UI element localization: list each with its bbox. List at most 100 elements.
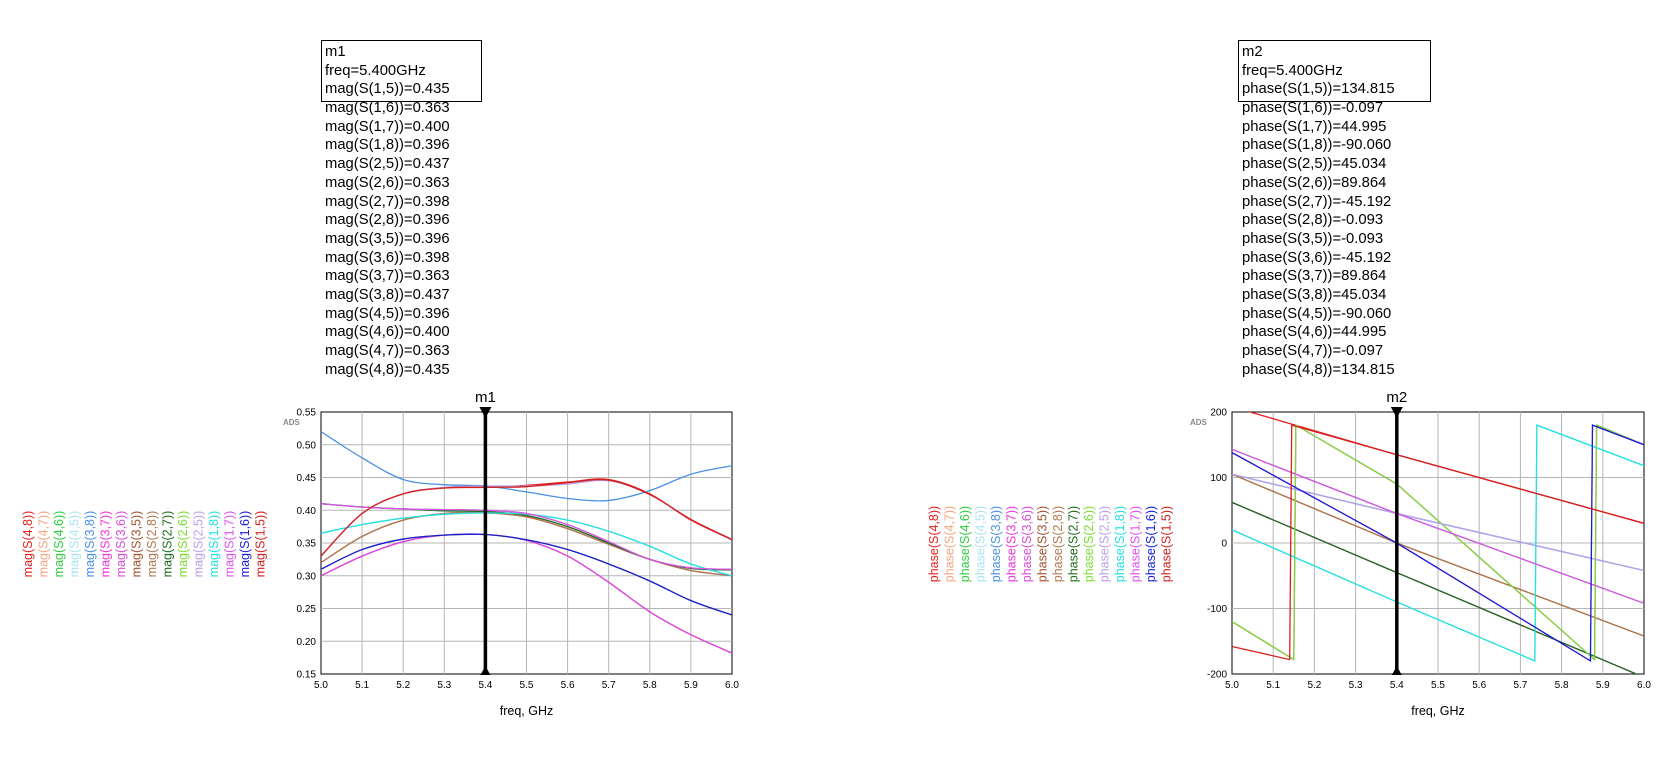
legend-entry: mag(S(1,6))	[238, 511, 252, 578]
x-tick-label: 5.1	[1266, 680, 1280, 691]
legend-entry: mag(S(3,5))	[130, 511, 144, 578]
legend-entry: phase(S(4,8))	[927, 506, 941, 582]
marker-readout-line: mag(S(2,5))=0.437	[325, 156, 450, 173]
x-tick-label: 5.1	[355, 680, 369, 691]
legend-entry: mag(S(2,6))	[176, 511, 190, 578]
ads-logo: ADS	[283, 418, 301, 427]
series-line[interactable]	[1232, 424, 1644, 662]
x-tick-label: 6.0	[1637, 680, 1651, 691]
legend-entry: phase(S(4,6))	[958, 506, 972, 582]
marker-readout-line: phase(S(1,7))=44.995	[1242, 118, 1387, 135]
legend-entry: phase(S(3,7))	[1005, 506, 1019, 582]
x-tick-label: 5.3	[1349, 680, 1363, 691]
x-tick-label: 5.2	[396, 680, 410, 691]
marker-readout-line: phase(S(2,8))=-0.093	[1242, 212, 1384, 229]
marker-name: m1	[325, 44, 346, 60]
legend-entry: phase(S(3,5))	[1036, 506, 1050, 582]
marker-readout-line: phase(S(1,5))=134.815	[1242, 81, 1395, 98]
marker-freq: freq=5.400GHz	[1242, 62, 1343, 79]
x-tick-label: 5.8	[643, 680, 657, 691]
legend-entry: mag(S(3,8))	[83, 511, 97, 578]
marker-readout-line: mag(S(1,6))=0.363	[325, 100, 450, 117]
marker-readout-line: phase(S(1,8))=-90.060	[1242, 137, 1392, 154]
marker-readout-line: mag(S(4,5))=0.396	[325, 305, 450, 322]
marker-readout-line: mag(S(2,6))=0.363	[325, 174, 450, 191]
y-tick-label: 0.40	[297, 506, 317, 517]
marker-top-triangle-icon[interactable]	[479, 407, 492, 418]
y-tick-label: 0.25	[297, 604, 317, 615]
series-line[interactable]	[1232, 424, 1644, 661]
x-tick-label: 5.3	[437, 680, 451, 691]
y-tick-label: 0.30	[297, 571, 317, 582]
marker-readout-line: phase(S(2,5))=45.034	[1242, 156, 1387, 173]
legend-entry: phase(S(2,5))	[1098, 506, 1112, 582]
x-tick-label: 5.6	[1472, 680, 1486, 691]
series-line[interactable]	[321, 503, 732, 570]
series-line[interactable]	[321, 431, 732, 502]
series-line[interactable]	[1232, 424, 1644, 663]
phase-plot: 5.0 5.1 5.2 5.3 5.4 5.5 5.6 5.7 5.8 5.9 6.0 -200 -10…	[927, 389, 1651, 718]
legend-entry: phase(S(3,6))	[1020, 506, 1034, 582]
legend-entry: mag(S(4,6))	[52, 511, 66, 578]
series-line[interactable]	[321, 478, 732, 557]
x-tick-label: 6.0	[725, 680, 739, 691]
marker-readout-line: mag(S(3,7))=0.363	[325, 268, 450, 285]
marker-bottom-triangle-icon[interactable]	[480, 666, 491, 675]
legend-entry: mag(S(1,8))	[207, 511, 221, 578]
marker-readout-line: mag(S(4,8))=0.435	[325, 361, 450, 378]
marker-readout-line: phase(S(2,6))=89.864	[1242, 174, 1387, 191]
legend-entry: phase(S(4,5))	[974, 506, 988, 582]
marker-readout-line: phase(S(3,7))=89.864	[1242, 268, 1387, 285]
marker-label: m2	[1386, 389, 1407, 406]
marker-readout-line: phase(S(4,7))=-0.097	[1242, 343, 1384, 359]
ads-logo: ADS	[1190, 418, 1208, 427]
x-tick-label: 5.5	[520, 680, 534, 691]
y-tick-label: 0.50	[297, 440, 317, 451]
marker-top-triangle-icon[interactable]	[1390, 407, 1403, 418]
marker-readout-line: mag(S(1,8))=0.396	[325, 137, 450, 154]
legend-entry: mag(S(4,5))	[68, 511, 82, 578]
y-tick-label: 0.15	[297, 670, 317, 681]
x-tick-label: 5.4	[1390, 680, 1404, 691]
marker-bottom-triangle-icon[interactable]	[1391, 666, 1402, 675]
legend-entry: phase(S(1,7))	[1129, 506, 1143, 582]
x-tick-label: 5.4	[478, 680, 492, 691]
marker-readout-box[interactable]: m2 freq=5.400GHz phase(S(1,5))=134.815 ph…	[1238, 40, 1431, 378]
marker-readout-line: mag(S(3,8))=0.437	[325, 286, 450, 303]
x-tick-label: 5.7	[1513, 680, 1527, 691]
marker-readout-line: mag(S(3,5))=0.396	[325, 230, 450, 247]
y-tick-label: 0	[1221, 539, 1227, 550]
series-line[interactable]	[321, 533, 732, 616]
marker-readout-line: phase(S(3,8))=45.034	[1242, 286, 1387, 303]
legend-entry: mag(S(3,7))	[99, 511, 113, 578]
marker-label: m1	[475, 389, 496, 406]
legend-entry: mag(S(4,8))	[21, 511, 35, 578]
y-tick-label: -100	[1207, 604, 1227, 615]
y-tick-label: 0.45	[297, 473, 317, 484]
x-tick-label: 5.6	[561, 680, 575, 691]
mag-plot: 5.0 5.1 5.2 5.3 5.4 5.5 5.6 5.7 5.8 5.9 6.0 0.15 0.2…	[21, 389, 739, 718]
legend-entry: mag(S(2,5))	[192, 511, 206, 578]
legend-entry: mag(S(4,7))	[37, 511, 51, 578]
legend-entry: phase(S(3,8))	[989, 506, 1003, 582]
x-tick-label: 5.0	[314, 680, 328, 691]
marker-readout-line: mag(S(1,5))=0.435	[325, 81, 450, 98]
marker-readout-line: phase(S(4,8))=134.815	[1242, 361, 1395, 378]
x-axis-label: freq, GHz	[1411, 704, 1465, 718]
marker-readout-line: mag(S(2,7))=0.398	[325, 193, 450, 210]
mag-chart-panel: m1 freq=5.400GHz mag(S(1,5))=0.435 mag(S(…	[21, 40, 739, 718]
marker-readout-line: phase(S(3,5))=-0.093	[1242, 230, 1384, 247]
x-tick-label: 5.9	[684, 680, 698, 691]
x-tick-label: 5.0	[1225, 680, 1239, 691]
marker-readout-line: mag(S(2,8))=0.396	[325, 212, 450, 229]
x-tick-label: 5.8	[1555, 680, 1569, 691]
legend-entry: phase(S(1,8))	[1113, 506, 1127, 582]
legend-entry: phase(S(1,6))	[1144, 506, 1158, 582]
marker-readout-line: phase(S(4,5))=-90.060	[1242, 305, 1392, 322]
marker-readout-box[interactable]: m1 freq=5.400GHz mag(S(1,5))=0.435 mag(S(…	[321, 40, 482, 378]
legend-entry: phase(S(2,8))	[1051, 506, 1065, 582]
marker-readout-line: mag(S(4,7))=0.363	[325, 343, 450, 359]
y-tick-label: 0.55	[297, 408, 317, 419]
marker-readout-line: phase(S(2,7))=-45.192	[1242, 193, 1392, 210]
legend-entry: phase(S(1,5))	[1160, 506, 1174, 582]
